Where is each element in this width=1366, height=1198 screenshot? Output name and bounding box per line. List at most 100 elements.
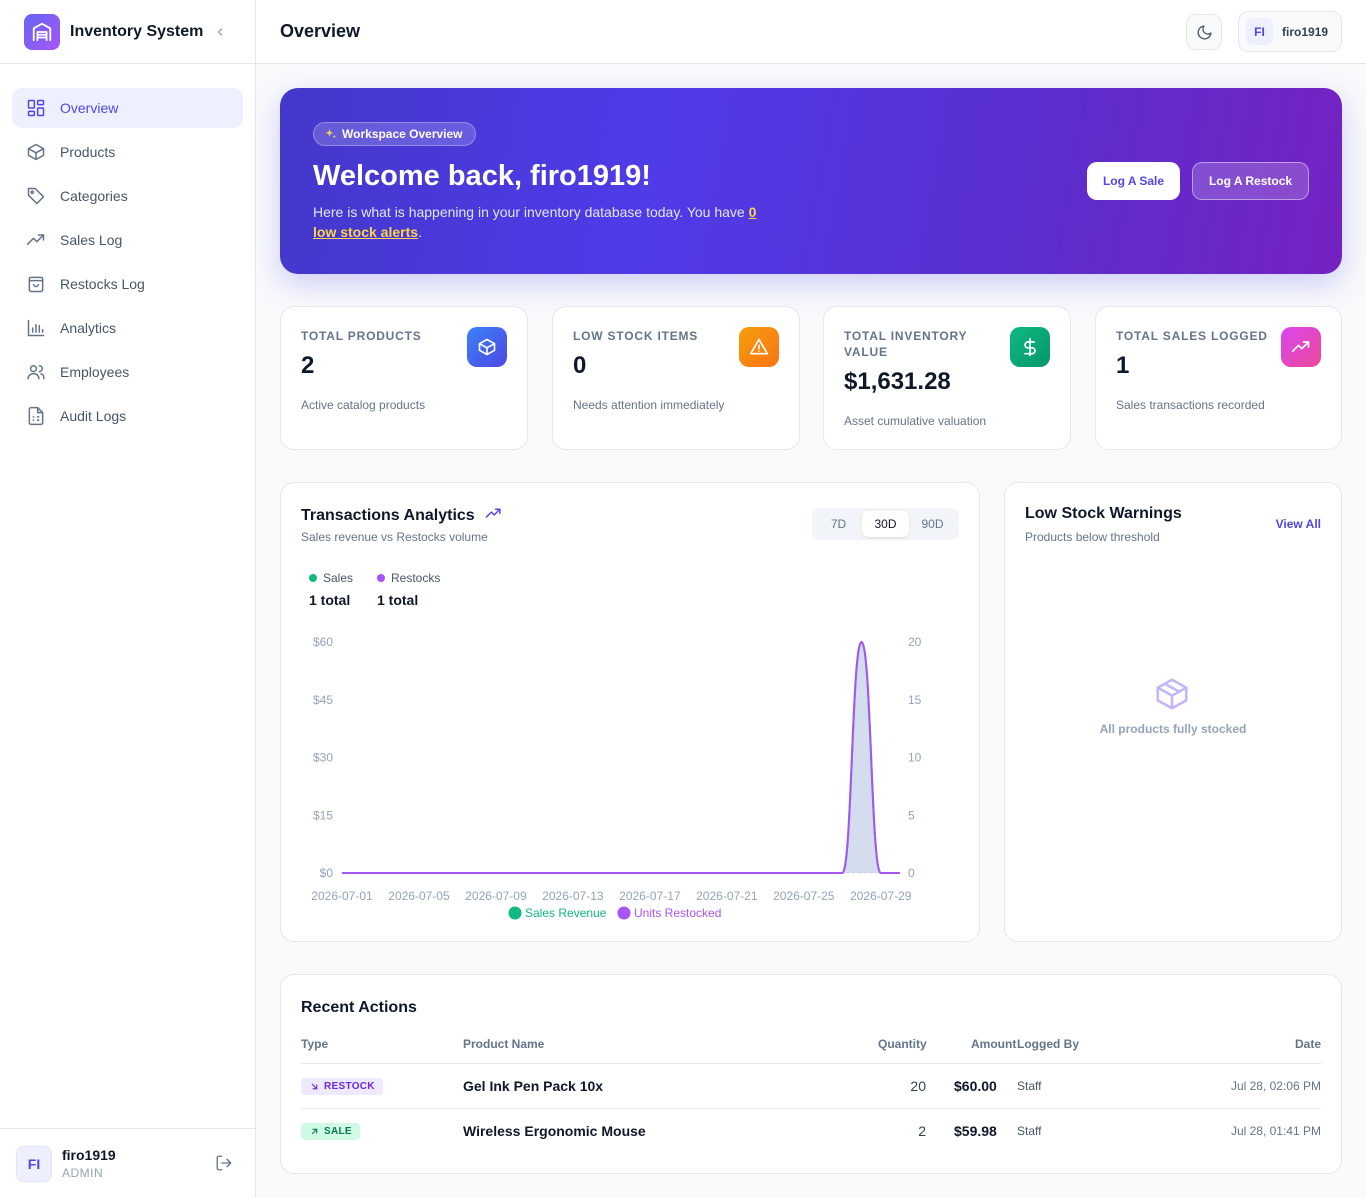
analytics-subtitle: Sales revenue vs Restocks volume — [301, 530, 488, 544]
low-stock-alerts-link[interactable]: 0 low stock alerts — [313, 204, 757, 240]
theme-toggle-button[interactable] — [1186, 14, 1222, 50]
sidebar-item-analytics[interactable]: Analytics — [12, 308, 243, 348]
series-area-units-restocked — [342, 642, 900, 873]
analytics-title-text: Transactions Analytics — [301, 507, 475, 524]
column-header-type: Type — [301, 1037, 329, 1051]
stat-card-low-stock: LOW STOCK ITEMS 0 Needs attention immedi… — [552, 306, 800, 450]
sidebar-item-label: Overview — [60, 100, 119, 116]
stat-value: 0 — [573, 352, 587, 379]
brand: Inventory System — [0, 0, 255, 64]
low-stock-title: Low Stock Warnings — [1025, 505, 1182, 522]
log-restock-button[interactable]: Log A Restock — [1192, 162, 1309, 200]
sidebar: Inventory System Overview Products Categ… — [0, 0, 256, 1198]
series-line-sales-revenue — [342, 641, 900, 874]
x-tick-label: 2026-07-13 — [542, 889, 604, 903]
sparkles-icon — [325, 128, 336, 138]
stat-label: TOTAL SALES LOGGED — [1116, 329, 1268, 343]
type-badge-label: SALE — [324, 1126, 352, 1137]
y-right-tick-label: 15 — [908, 693, 922, 707]
recent-actions-title: Recent Actions — [301, 999, 417, 1016]
sidebar-item-label: Audit Logs — [60, 408, 127, 424]
legend-label: Units Restocked — [634, 906, 721, 920]
stat-subtext: Asset cumulative valuation — [844, 414, 987, 428]
sidebar-item-audit-logs[interactable]: Audit Logs — [12, 396, 243, 436]
type-badge-label: RESTOCK — [324, 1081, 375, 1092]
top-bar: Overview FI firo1919 — [256, 0, 1366, 64]
date: Jul 28, 02:06 PM — [1230, 1079, 1321, 1093]
sidebar-item-employees[interactable]: Employees — [12, 352, 243, 392]
sidebar-nav: Overview Products Categories Sales Log R… — [0, 64, 255, 464]
file-text-icon — [28, 406, 44, 426]
view-all-link[interactable]: View All — [1275, 517, 1321, 531]
workspace-badge: Workspace Overview — [313, 122, 476, 146]
analytics-title: Transactions Analytics — [301, 505, 502, 525]
amount: $59.98 — [954, 1123, 997, 1139]
sidebar-item-products[interactable]: Products — [12, 132, 243, 172]
y-right-tick-label: 10 — [908, 751, 922, 765]
stat-card-total-products: TOTAL PRODUCTS 2 Active catalog products — [280, 306, 528, 450]
y-left-tick-label: $15 — [313, 808, 333, 822]
sidebar-item-categories[interactable]: Categories — [12, 176, 243, 216]
welcome-text-after: . — [418, 224, 422, 240]
legend-label: Sales Revenue — [525, 906, 607, 920]
table-row: RESTOCK Gel Ink Pen Pack 10x 20 $60.00 S… — [301, 1063, 1321, 1108]
box-icon — [27, 143, 45, 161]
tag-icon — [27, 187, 45, 205]
stat-card-inventory-value: TOTAL INVENTORY VALUE $1,631.28 Asset cu… — [823, 306, 1071, 450]
range-30d[interactable]: 30D — [862, 511, 909, 537]
recent-actions-card: Recent Actions Type Product Name Quantit… — [280, 974, 1342, 1174]
header-username: firo1919 — [1282, 24, 1329, 39]
logout-button[interactable] — [215, 1154, 233, 1172]
sidebar-item-label: Analytics — [60, 320, 117, 336]
low-stock-warnings-card: Low Stock Warnings Products below thresh… — [1004, 482, 1342, 942]
stat-value: 2 — [301, 352, 315, 379]
logout-icon — [216, 1155, 232, 1171]
trending-up-icon — [26, 234, 45, 245]
series-line-units-restocked — [342, 640, 900, 874]
transactions-analytics-card: Transactions Analytics Sales revenue vs … — [280, 482, 980, 942]
y-left-tick-label: $45 — [313, 693, 333, 707]
type-badge-restock: RESTOCK — [301, 1078, 383, 1095]
y-right-tick-label: 5 — [908, 808, 915, 822]
y-right-tick-label: 0 — [908, 866, 915, 880]
log-sale-button[interactable]: Log A Sale — [1087, 162, 1180, 200]
sidebar-item-label: Sales Log — [60, 232, 123, 248]
page-title: Overview — [280, 21, 361, 41]
x-tick-label: 2026-07-21 — [696, 889, 758, 903]
arrow-up-right-icon — [311, 1128, 318, 1135]
x-tick-label: 2026-07-01 — [311, 889, 373, 903]
x-tick-label: 2026-07-25 — [773, 889, 835, 903]
column-header-date: Date — [1294, 1037, 1321, 1051]
sidebar-user-role: ADMIN — [62, 1166, 104, 1180]
cube-icon — [467, 327, 507, 367]
avatar: FI — [1246, 18, 1273, 45]
range-90d[interactable]: 90D — [921, 517, 944, 531]
sales-legend: Sales — [309, 571, 353, 585]
arrow-down-right-icon — [311, 1083, 318, 1090]
welcome-text: Here is what is happening in your invent… — [313, 202, 773, 242]
sidebar-item-restocks-log[interactable]: Restocks Log — [12, 264, 243, 304]
collapse-sidebar-button[interactable] — [212, 24, 228, 40]
sidebar-item-overview[interactable]: Overview — [12, 88, 243, 128]
sidebar-user: FI firo1919 ADMIN — [0, 1128, 255, 1198]
column-header-amount: Amount — [971, 1037, 1017, 1051]
sidebar-item-label: Employees — [60, 364, 130, 380]
dollar-icon — [1010, 327, 1050, 367]
low-stock-subtitle: Products below threshold — [1025, 530, 1160, 544]
y-left-tick-label: $30 — [313, 751, 333, 765]
range-7d[interactable]: 7D — [830, 517, 847, 531]
stat-label: TOTAL INVENTORY VALUE — [844, 329, 968, 359]
sales-total: 1 total — [309, 592, 351, 608]
column-header-product: Product Name — [463, 1037, 545, 1051]
bar-chart-icon — [27, 319, 45, 337]
legend-swatch — [617, 906, 631, 920]
x-tick-label: 2026-07-29 — [850, 889, 912, 903]
restocks-total: 1 total — [377, 592, 419, 608]
sidebar-item-sales-log[interactable]: Sales Log — [12, 220, 243, 260]
sales-legend-label: Sales — [323, 571, 354, 585]
logged-by: Staff — [1017, 1124, 1042, 1138]
user-menu-button[interactable]: FI firo1919 — [1238, 11, 1342, 52]
grid-icon — [27, 99, 45, 117]
app-name: Inventory System — [70, 22, 204, 40]
transactions-chart: $0 $15 $30 $45 $60 0 5 10 15 20 2026-07-01 2026-07-… — [311, 635, 922, 920]
